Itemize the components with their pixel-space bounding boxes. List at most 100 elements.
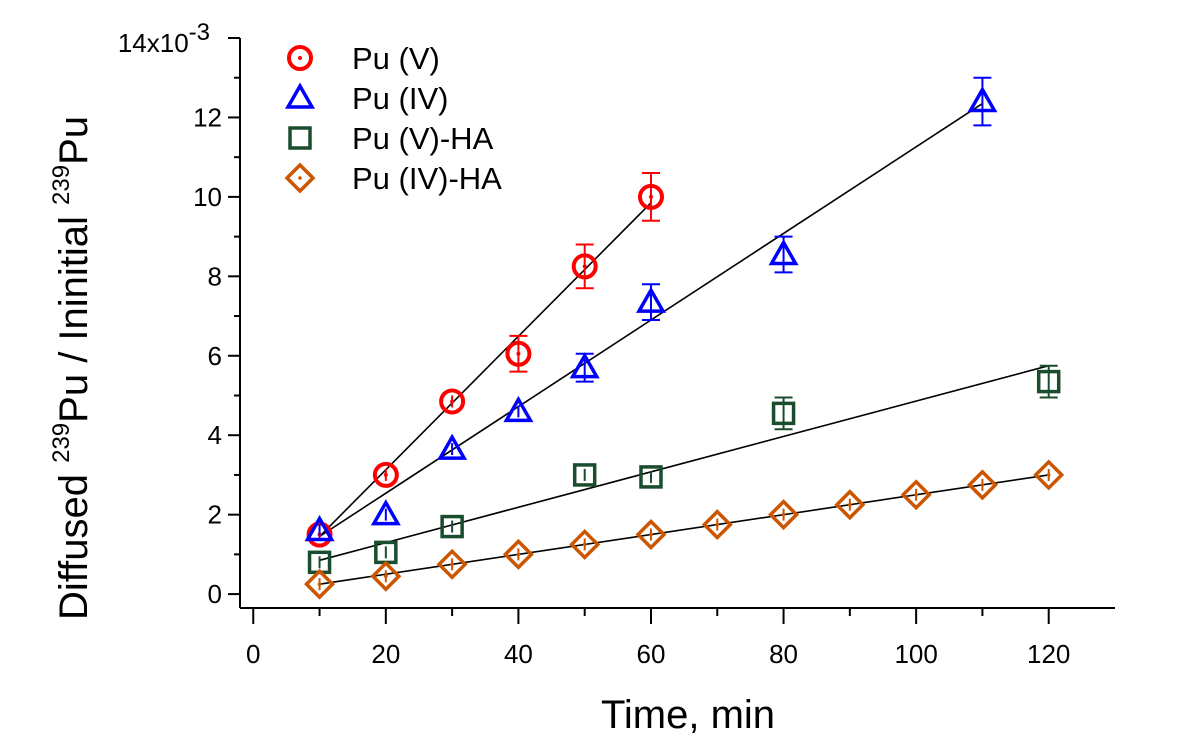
legend-label: Pu (IV) — [352, 81, 448, 116]
y-multiplier-base: 14x10 — [118, 28, 189, 58]
data-point-square — [440, 514, 464, 539]
y-axis-title-part: Pu — [52, 116, 96, 165]
marker-shape — [503, 395, 534, 423]
data-point-square — [572, 463, 597, 487]
marker-shape — [569, 352, 600, 379]
marker-center — [516, 351, 521, 356]
data-point-circle — [571, 253, 598, 280]
data-point-diamond — [304, 568, 336, 600]
data-point-triangle — [503, 395, 534, 423]
marker-center — [317, 582, 322, 586]
marker-shape — [569, 528, 601, 560]
marker-center — [648, 194, 653, 199]
data-point-triangle — [967, 86, 998, 113]
data-point-circle — [637, 183, 664, 210]
error-bar — [973, 76, 992, 127]
data-point-diamond — [768, 499, 800, 531]
y-axis-title-part: Pu / Ininitial — [52, 205, 96, 423]
legend-marker-diamond — [284, 162, 316, 194]
x-tick-label: 100 — [894, 639, 937, 669]
marker-center — [914, 492, 918, 497]
y-multiplier-exponent: -3 — [189, 19, 210, 46]
marker-shape — [701, 509, 733, 541]
legend-marker-square — [288, 126, 312, 150]
legend-item: Pu (V) — [287, 41, 440, 76]
marker-center — [1046, 473, 1051, 477]
marker-center — [848, 502, 852, 507]
fit-line-diamond — [319, 474, 1049, 585]
data-point-triangle — [370, 499, 401, 526]
marker-center — [781, 512, 786, 517]
data-point-diamond — [502, 538, 534, 570]
data-points — [304, 76, 1065, 600]
data-point-triangle — [768, 238, 799, 266]
marker-shape — [284, 82, 316, 109]
marker-center — [298, 56, 302, 60]
data-point-triangle — [437, 433, 468, 460]
marker-shape — [635, 519, 667, 550]
marker-shape — [304, 568, 336, 600]
y-tick-label: 0 — [208, 579, 222, 609]
y-axis-title-part: Diffused — [52, 463, 96, 620]
fit-line-circle — [318, 202, 652, 538]
marker-shape — [439, 388, 466, 415]
data-point-diamond — [370, 560, 402, 592]
data-point-square — [639, 465, 663, 489]
fit-line-square — [319, 364, 1049, 562]
data-point-diamond — [701, 509, 733, 541]
marker-center — [384, 574, 388, 579]
data-point-diamond — [635, 519, 667, 550]
x-axis-title: Time, min — [601, 693, 775, 737]
marker-shape — [637, 183, 664, 210]
marker-shape — [967, 86, 998, 113]
marker-center — [516, 552, 521, 557]
marker-shape — [288, 126, 312, 150]
marker-center — [298, 176, 302, 180]
x-tick-label: 60 — [637, 639, 666, 669]
marker-center — [450, 399, 455, 404]
x-tick-label: 0 — [246, 639, 260, 669]
legend-item: Pu (IV)-HA — [284, 161, 502, 196]
x-tick-label: 20 — [371, 639, 400, 669]
marker-shape — [639, 465, 663, 489]
x-tick-label: 120 — [1027, 639, 1070, 669]
y-tick-label: 4 — [208, 420, 222, 450]
marker-shape — [768, 499, 800, 531]
marker-center — [980, 483, 985, 487]
marker-shape — [635, 286, 667, 313]
data-point-square — [771, 401, 796, 426]
data-point-diamond — [834, 489, 866, 521]
data-point-diamond — [436, 548, 468, 580]
marker-center — [715, 522, 720, 527]
marker-shape — [437, 433, 468, 460]
marker-shape — [1033, 459, 1065, 491]
data-point-circle — [372, 461, 399, 488]
legend-marker-circle — [287, 45, 313, 71]
y-multiplier-label: 14x10-3 — [118, 19, 210, 58]
marker-center — [450, 562, 454, 567]
marker-center — [582, 264, 587, 269]
marker-shape — [372, 461, 399, 488]
marker-shape — [370, 499, 401, 526]
marker-shape — [440, 514, 464, 539]
legend-item: Pu (V)-HA — [288, 121, 494, 156]
data-point-square — [1036, 369, 1061, 394]
marker-shape — [1036, 369, 1061, 394]
marker-shape — [834, 489, 866, 521]
legend-label: Pu (V) — [352, 41, 440, 76]
marker-shape — [502, 538, 534, 570]
legend-marker-triangle — [284, 82, 316, 109]
marker-center — [582, 542, 587, 547]
marker-shape — [900, 479, 932, 511]
data-point-triangle — [635, 286, 667, 313]
marker-center — [649, 532, 653, 537]
data-point-circle — [439, 388, 466, 415]
legend-item: Pu (IV) — [284, 81, 448, 116]
legend-label: Pu (IV)-HA — [352, 161, 502, 196]
y-tick-label: 10 — [193, 182, 222, 212]
marker-shape — [571, 253, 598, 280]
data-point-diamond — [966, 469, 998, 501]
data-point-triangle — [304, 515, 335, 542]
